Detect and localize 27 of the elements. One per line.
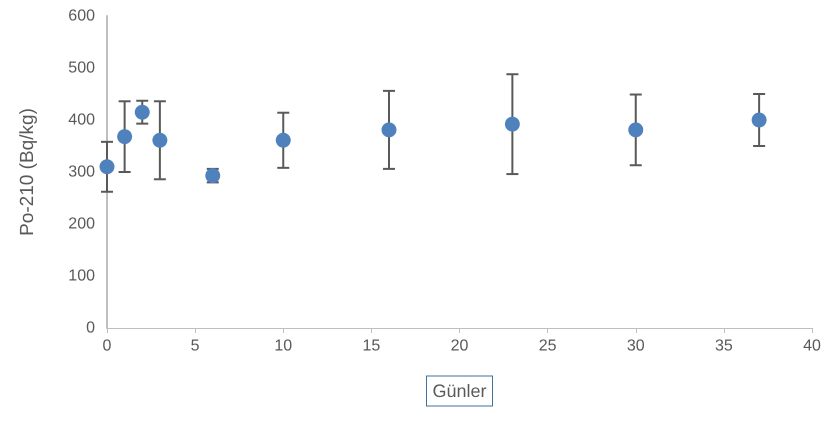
y-tick-label: 400 xyxy=(68,112,96,128)
y-tick-label: 0 xyxy=(86,320,96,336)
y-tick-label: 600 xyxy=(68,8,96,24)
x-tick-label: 0 xyxy=(102,338,112,354)
point xyxy=(134,104,150,120)
y-tick-label: 200 xyxy=(68,216,96,232)
point xyxy=(117,129,132,144)
y-tick-label: 500 xyxy=(68,60,96,76)
point xyxy=(504,116,520,132)
y-tick-label: 100 xyxy=(68,268,96,284)
point xyxy=(382,122,396,138)
x-tick-label: 25 xyxy=(538,338,557,354)
x-tick-label: 15 xyxy=(362,338,380,354)
x-tick-label: 10 xyxy=(274,338,292,354)
x-axis-title: Günler xyxy=(432,381,487,401)
point xyxy=(100,159,114,174)
x-tick-label: 5 xyxy=(190,338,200,354)
point xyxy=(276,132,291,148)
y-axis-title: Po-210 (Bq/kg) xyxy=(17,108,38,236)
x-tick-label: 40 xyxy=(803,338,821,354)
x-tick-label: 35 xyxy=(714,338,733,354)
point xyxy=(628,122,644,138)
point xyxy=(152,132,168,148)
x-tick-label: 30 xyxy=(626,338,645,354)
point xyxy=(752,112,767,128)
y-tick-label: 300 xyxy=(68,164,96,180)
x-tick-label: 20 xyxy=(450,338,468,354)
